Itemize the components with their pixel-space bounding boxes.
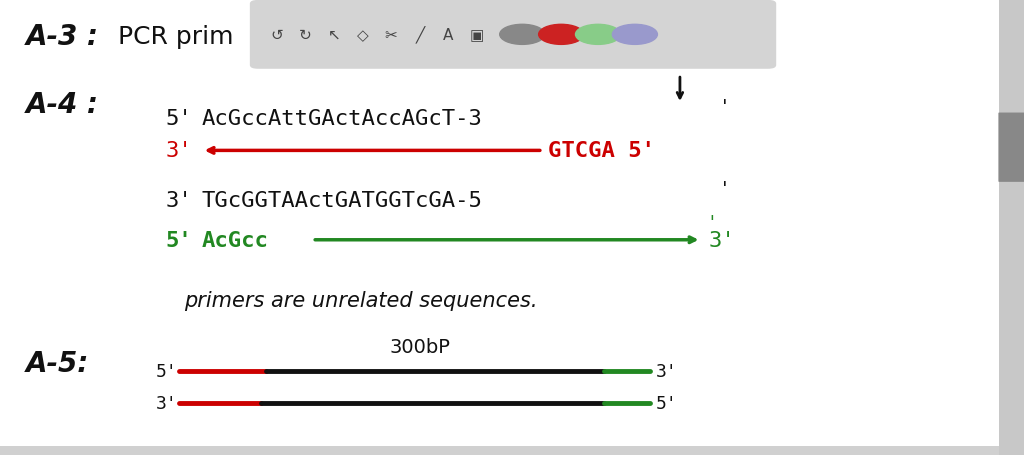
Text: A-5:: A-5: xyxy=(26,349,89,377)
Text: 5': 5' xyxy=(655,394,677,412)
Text: A-4 :: A-4 : xyxy=(26,91,98,119)
Text: 3': 3' xyxy=(655,362,677,380)
Text: 3': 3' xyxy=(166,190,193,210)
Text: ↻: ↻ xyxy=(299,28,311,43)
Text: A: A xyxy=(443,28,454,43)
FancyBboxPatch shape xyxy=(999,0,1024,455)
Circle shape xyxy=(500,25,545,46)
Text: ': ' xyxy=(719,97,730,116)
Text: 300bP: 300bP xyxy=(389,337,451,356)
Text: 5': 5' xyxy=(166,230,193,250)
Text: ◇: ◇ xyxy=(356,28,369,43)
Text: ✂: ✂ xyxy=(385,28,397,43)
Circle shape xyxy=(539,25,584,46)
Text: primers are unrelated sequences.: primers are unrelated sequences. xyxy=(184,290,538,310)
Circle shape xyxy=(612,25,657,46)
FancyBboxPatch shape xyxy=(0,446,999,455)
FancyBboxPatch shape xyxy=(998,113,1024,182)
Text: ╱: ╱ xyxy=(416,26,424,44)
FancyBboxPatch shape xyxy=(250,1,776,70)
Text: 5': 5' xyxy=(156,362,177,380)
Text: ': ' xyxy=(719,179,730,198)
Text: TGcGGTAActGATGGTcGA-5: TGcGGTAActGATGGTcGA-5 xyxy=(202,190,482,210)
Text: ↖: ↖ xyxy=(328,28,340,43)
Text: AcGccAttGActAccAGcT-3: AcGccAttGActAccAGcT-3 xyxy=(202,108,482,128)
Circle shape xyxy=(575,25,621,46)
Text: 3': 3' xyxy=(166,141,193,161)
Text: 3': 3' xyxy=(709,230,735,250)
Text: GTCGA 5': GTCGA 5' xyxy=(548,141,654,161)
Text: ▣: ▣ xyxy=(470,28,484,43)
Text: PCR prim: PCR prim xyxy=(118,25,233,49)
Text: A-3 :: A-3 : xyxy=(26,23,98,51)
Text: ↺: ↺ xyxy=(270,28,283,43)
Text: ': ' xyxy=(707,214,718,232)
Text: AcGcc: AcGcc xyxy=(202,230,268,250)
Text: 5': 5' xyxy=(166,108,193,128)
Text: 3': 3' xyxy=(156,394,177,412)
